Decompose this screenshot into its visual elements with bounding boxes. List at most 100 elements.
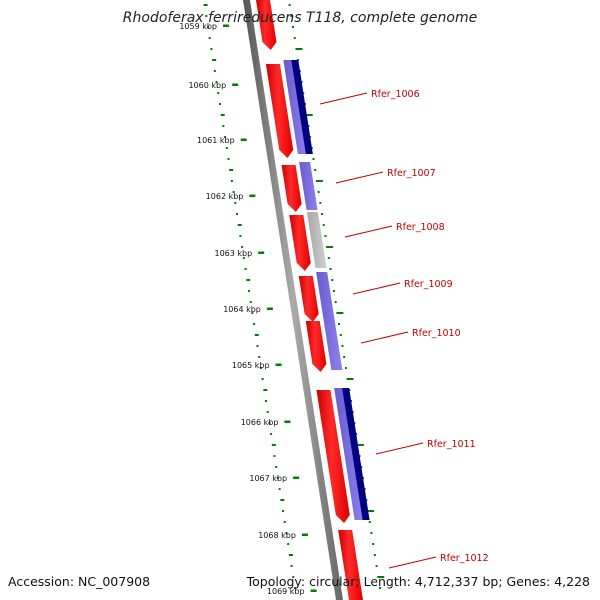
gc-tick <box>244 268 247 270</box>
gene-label: Rfer_1006 <box>371 89 420 100</box>
gc-tick <box>378 587 381 589</box>
gc-tick <box>295 48 303 50</box>
gc-tick <box>247 290 250 292</box>
page-title: Rhodoferax ferrireducens T118, complete … <box>122 10 478 26</box>
gc-tick <box>315 180 323 182</box>
gc-skew-track-left <box>203 4 296 589</box>
forward-cds-arrow <box>298 276 319 322</box>
gene-label: Rfer_1007 <box>387 168 436 179</box>
gc-tick <box>217 92 220 94</box>
ruler-label: 1059 kbp <box>179 22 217 31</box>
forward-cds-arrow <box>338 530 363 600</box>
gc-tick <box>259 367 262 369</box>
gc-tick <box>290 565 293 567</box>
gc-tick <box>239 235 242 237</box>
gc-tick <box>290 15 293 17</box>
gc-tick <box>293 587 296 589</box>
gc-tick <box>275 466 278 468</box>
forward-cds-arrow <box>281 165 302 212</box>
gc-tick <box>338 323 341 325</box>
gc-tick <box>375 565 378 567</box>
gc-tick <box>220 114 225 116</box>
gene-label: Rfer_1012 <box>440 553 489 564</box>
ruler-tick <box>223 24 230 27</box>
ruler-tick <box>310 589 317 592</box>
gc-tick <box>367 510 375 512</box>
ruler-label: 1062 kbp <box>206 192 244 201</box>
gc-tick <box>241 246 244 248</box>
gc-tick <box>207 26 210 28</box>
forward-cds-arrow <box>289 215 311 271</box>
gc-tick <box>370 532 373 534</box>
gc-tick <box>203 4 208 6</box>
backbone-circle-arc <box>243 0 343 600</box>
ruler-label: 1065 kbp <box>232 361 270 370</box>
gc-tick <box>265 400 267 402</box>
gc-tick <box>258 356 261 358</box>
gc-tick <box>321 213 324 215</box>
ruler-label: 1068 kbp <box>258 531 296 540</box>
ruler-label: 1063 kbp <box>215 249 253 258</box>
gc-tick <box>326 246 334 248</box>
gc-tick <box>283 521 286 523</box>
gc-tick <box>268 422 271 424</box>
ruler-label: 1066 kbp <box>241 418 279 427</box>
leader-line <box>344 225 393 238</box>
gc-tick <box>256 345 259 347</box>
ruler-tick <box>240 138 247 141</box>
forward-cds-arrow <box>265 64 294 158</box>
gc-tick <box>213 70 216 72</box>
coordinate-ruler: 1059 kbp 1060 kbp 1061 kbp 1062 kbp 1063 kbp… <box>179 22 317 596</box>
leader-line <box>352 282 401 295</box>
gc-tick <box>344 367 347 369</box>
gene-label: Rfer_1010 <box>412 328 461 339</box>
accession-text: Accession: NC_007908 <box>8 574 151 589</box>
gc-tick <box>230 180 233 182</box>
forward-cds-arrow <box>256 0 277 50</box>
blast-hit-block <box>316 272 343 370</box>
gc-tick <box>293 37 296 39</box>
gc-tick <box>246 279 251 281</box>
gc-tick <box>270 433 273 435</box>
gc-tick <box>224 136 227 138</box>
gc-tick <box>322 224 325 226</box>
gc-tick <box>282 510 285 512</box>
gc-tick <box>261 378 264 380</box>
gc-tick <box>288 554 293 556</box>
gc-tick <box>377 576 385 578</box>
blast-hit-block <box>299 162 318 210</box>
gc-tick <box>285 532 288 534</box>
ruler-label: 1060 kbp <box>188 81 226 90</box>
gc-tick <box>305 114 313 116</box>
ruler-label: 1067 kbp <box>249 474 287 483</box>
gc-tick <box>218 103 221 105</box>
topology-text: Topology: circular; Length: 4,712,337 bp… <box>246 574 590 589</box>
gc-tick <box>346 378 354 380</box>
gc-tick <box>271 444 276 446</box>
gc-tick <box>287 543 290 545</box>
gc-tick <box>212 59 217 61</box>
gc-tick <box>253 323 256 325</box>
forward-cds-arrow <box>316 390 350 523</box>
gc-tick <box>205 15 208 17</box>
blast-hit-block <box>306 212 327 268</box>
leader-line <box>375 442 424 455</box>
gc-tick <box>317 191 320 193</box>
ruler-tick <box>232 83 239 86</box>
gc-tick <box>331 279 334 281</box>
gene-label: Rfer_1008 <box>396 222 445 233</box>
gc-tick <box>280 499 285 501</box>
gc-tick <box>329 268 332 270</box>
gc-tick <box>368 521 371 523</box>
gc-tick <box>312 158 315 160</box>
gc-tick <box>215 81 218 83</box>
gc-tick <box>276 477 279 479</box>
gc-tick <box>327 257 330 259</box>
gc-tick <box>292 26 295 28</box>
gc-tick <box>288 4 291 6</box>
gene-label: Rfer_1009 <box>404 279 453 290</box>
ruler-label: 1064 kbp <box>223 305 261 314</box>
gc-tick <box>319 202 322 204</box>
gc-tick <box>373 554 376 556</box>
